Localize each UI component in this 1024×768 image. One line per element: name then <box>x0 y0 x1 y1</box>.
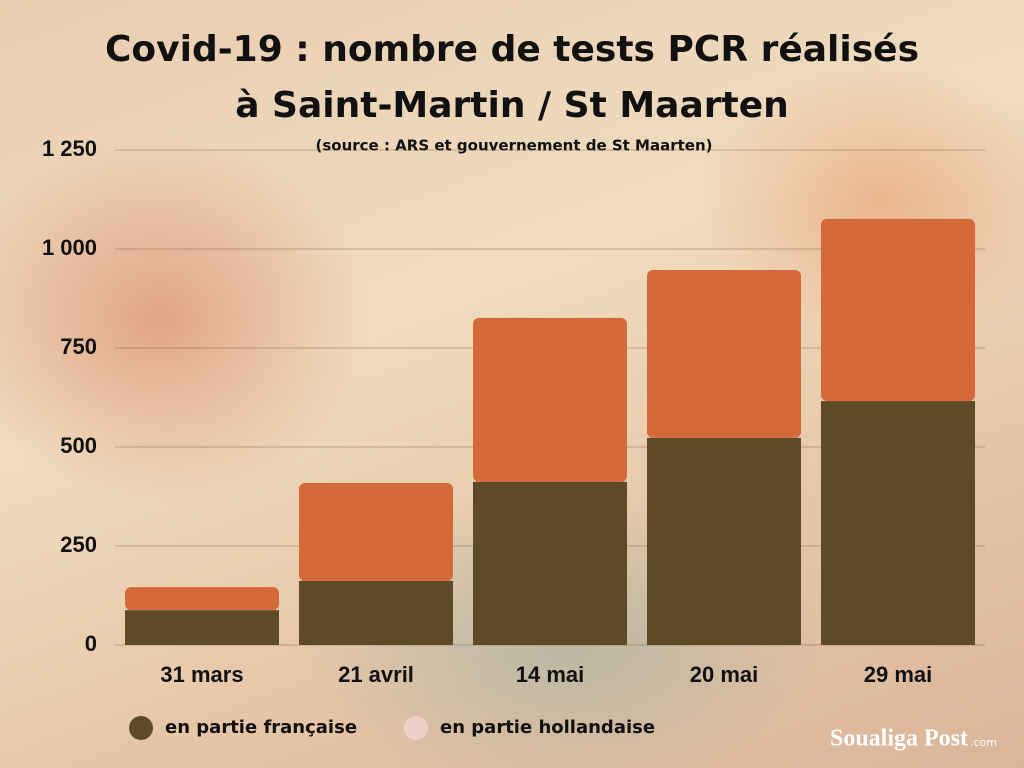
y-tick-label: 500 <box>60 433 97 458</box>
legend-label: en partie hollandaise <box>440 717 655 738</box>
legend-marker <box>129 716 153 740</box>
chart-title: Covid-19 : nombre de tests PCR réalisés … <box>105 29 919 126</box>
y-tick-label: 1 000 <box>42 235 97 260</box>
bar-segment <box>125 610 279 645</box>
chart-subtitle: (source : ARS et gouvernement de St Maar… <box>316 137 713 155</box>
bar-segment <box>125 587 279 611</box>
bar-segment <box>473 481 627 645</box>
bar-segment <box>821 218 975 402</box>
brand-domain: .com <box>970 736 997 749</box>
bar-segment <box>821 401 975 645</box>
y-tick-label: 250 <box>60 532 97 557</box>
legend-marker <box>404 716 428 740</box>
x-tick-label: 21 avril <box>338 662 414 687</box>
x-tick-label: 29 mai <box>864 662 933 687</box>
bar-segment <box>647 437 801 645</box>
bar-segment <box>473 317 627 482</box>
y-tick-label: 1 250 <box>42 136 97 161</box>
bar-segment <box>299 580 453 645</box>
x-tick-label: 14 mai <box>516 662 585 687</box>
legend-label: en partie française <box>165 717 357 738</box>
y-tick-label: 0 <box>85 631 97 656</box>
y-tick-label: 750 <box>60 334 97 359</box>
brand-name: Soualiga Post <box>830 726 968 752</box>
bar-segment <box>299 483 453 581</box>
bar-segment <box>647 269 801 438</box>
x-tick-label: 31 mars <box>160 662 243 687</box>
x-tick-label: 20 mai <box>690 662 759 687</box>
